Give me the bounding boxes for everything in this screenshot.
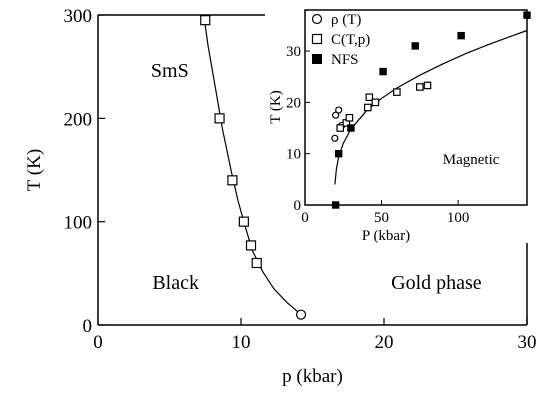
inset-data-point (336, 124, 345, 132)
region-label-sms: SmS (151, 60, 189, 82)
legend-label-c: C(T,p) (331, 32, 370, 48)
main-data-point (245, 240, 257, 251)
region-label-gold-phase: Gold phase (391, 272, 482, 294)
legend-label-nfs: NFS (331, 52, 359, 68)
legend-marker (311, 13, 323, 25)
legend-label-rho: ρ (T) (331, 12, 361, 28)
main-data-point (227, 175, 238, 186)
inset-data-point (416, 83, 424, 91)
main-data-point (251, 257, 262, 269)
main-data-point (238, 216, 249, 227)
inset-legend: ρ (T) C(T,p) NFS (311, 12, 370, 68)
inset-x-tick-label: 50 (374, 210, 389, 226)
inset-data-point (331, 201, 340, 209)
main-x-tick-label: 30 (518, 332, 537, 353)
region-label-black: Black (152, 272, 199, 294)
main-x-tick-label: 10 (232, 332, 251, 353)
main-data-point (295, 309, 307, 320)
legend-marker (312, 54, 322, 64)
inset-border (304, 9, 528, 206)
legend-marker (311, 33, 323, 45)
inset-y-tick-label: 30 (286, 44, 301, 60)
main-y-axis-label: T (K) (24, 149, 45, 191)
main-y-tick-label: 100 (64, 213, 93, 234)
main-boundary-line (203, 14, 302, 316)
main-data-point (200, 15, 211, 26)
inset-y-tick-label: 10 (286, 147, 301, 163)
inset-data-point (457, 31, 465, 40)
inset-data-point (334, 149, 343, 158)
main-x-tick-label: 20 (375, 332, 394, 353)
main-x-tick-label: 0 (93, 332, 103, 353)
inset-data-point (423, 81, 432, 90)
inset-markers (331, 11, 531, 209)
inset-data-point (523, 11, 531, 19)
inset-data-point (345, 113, 354, 122)
inset-data-point (335, 106, 343, 114)
inset-region-label-magnetic: Magnetic (443, 152, 500, 168)
inset-plot: 0 50 100 0 10 20 30 P (kbar) T (K) Magnetic ρ … (265, 5, 537, 244)
inset-y-tick-label: 0 (294, 198, 302, 214)
main-y-tick-label: 0 (83, 316, 93, 337)
main-labels: p (kbar) T (K) SmS Black Gold phase (24, 60, 482, 387)
inset-data-point (363, 103, 372, 112)
inset-data-point (393, 88, 401, 96)
inset-plot-frame (304, 9, 528, 206)
inset-data-point (331, 134, 339, 142)
inset-data-point (365, 93, 374, 102)
main-y-tick-label: 200 (64, 109, 93, 130)
main-x-axis-label: p (kbar) (282, 366, 343, 387)
inset-data-point (347, 124, 355, 132)
main-phase-boundary (203, 14, 302, 316)
inset-x-tick-label: 0 (301, 210, 309, 226)
inset-background (265, 5, 537, 243)
inset-labels: P (kbar) T (K) Magnetic (268, 90, 500, 244)
inset-x-axis-label: P (kbar) (362, 228, 410, 244)
inset-data-point (411, 42, 419, 50)
inset-y-axis-label: T (K) (268, 90, 284, 123)
main-data-point (214, 113, 225, 124)
main-y-tick-label: 300 (64, 6, 93, 27)
inset-data-point (371, 98, 380, 107)
inset-ticks: 0 50 100 0 10 20 30 (286, 44, 469, 226)
inset-data-point (332, 111, 340, 119)
main-markers (200, 15, 307, 320)
inset-y-tick-label: 20 (286, 95, 301, 111)
inset-data-point (379, 67, 387, 76)
inset-x-tick-label: 100 (447, 210, 470, 226)
